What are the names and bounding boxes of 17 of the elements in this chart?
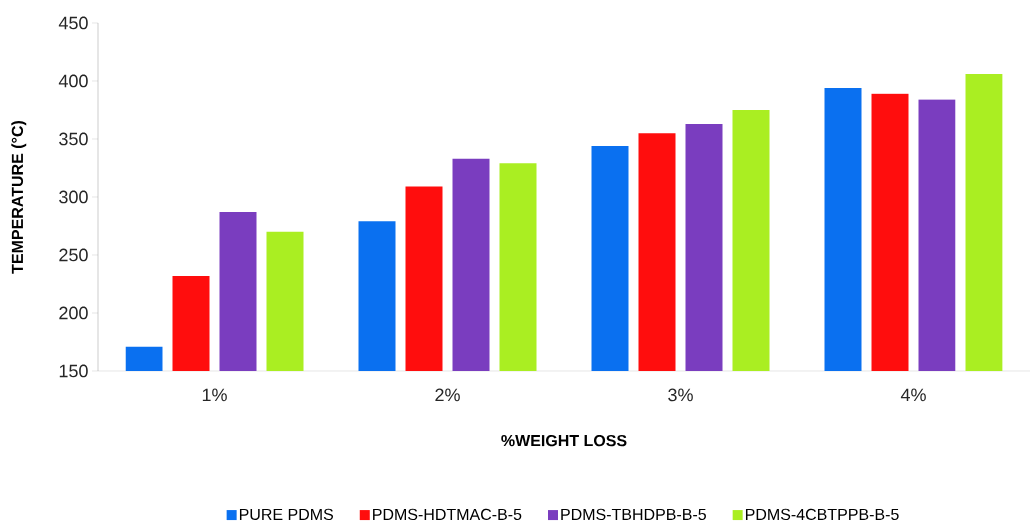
y-tick-label: 400 bbox=[58, 74, 88, 88]
legend-label: PDMS-HDTMAC-B-5 bbox=[373, 508, 522, 521]
x-tick-label: 3% bbox=[668, 388, 693, 402]
y-tick-label: 150 bbox=[59, 364, 88, 378]
y-tick-label: 200 bbox=[59, 306, 88, 320]
y-axis-title: TEMPERATURE (°C) bbox=[11, 120, 27, 274]
x-axis-title: %WEIGHT LOSS bbox=[501, 434, 627, 447]
y-tick-label: 450 bbox=[58, 16, 88, 30]
x-tick-label: 1% bbox=[202, 388, 227, 402]
x-tick-label: 4% bbox=[900, 388, 926, 402]
legend-label: PDMS-TBHDPB-B-5 bbox=[561, 508, 706, 521]
y-tick-label: 300 bbox=[59, 190, 88, 204]
legend-label: PDMS-4CBTPPB-B-5 bbox=[745, 508, 899, 521]
x-tick-label: 2% bbox=[435, 388, 460, 402]
y-tick-label: 250 bbox=[59, 248, 88, 262]
y-tick-label: 350 bbox=[59, 132, 88, 146]
legend-label: PURE PDMS bbox=[239, 508, 334, 521]
